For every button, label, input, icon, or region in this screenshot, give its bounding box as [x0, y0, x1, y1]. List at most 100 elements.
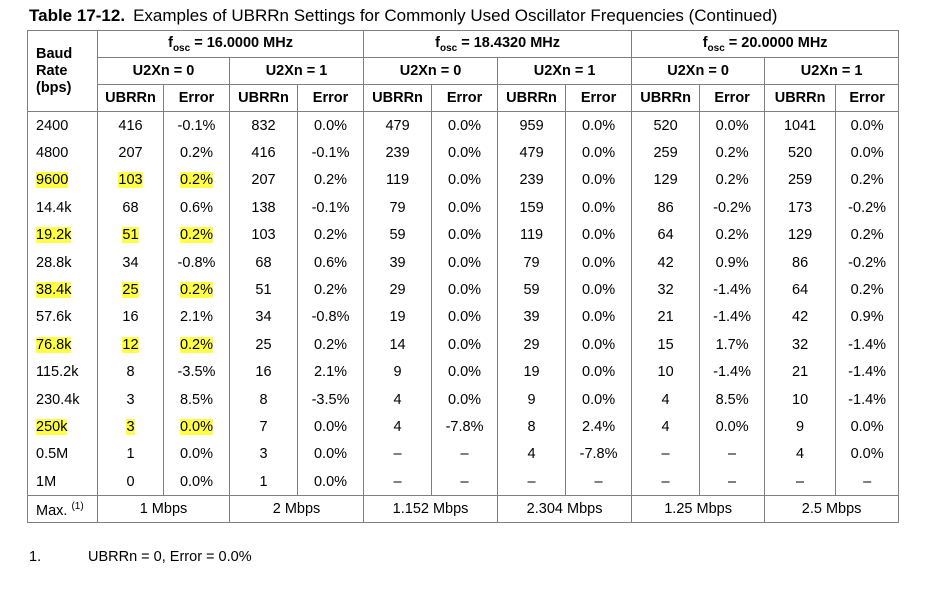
error-cell: -0.8% [163, 248, 230, 277]
error-cell: 0.0% [431, 385, 499, 414]
baud-cell: 28.8k [27, 248, 98, 277]
error-column-header: Error [565, 84, 633, 112]
baud-cell: 38.4k [27, 276, 98, 304]
error-cell: 0.2% [835, 166, 900, 195]
ubrr-cell: 32 [764, 331, 837, 359]
table-number: Table 17-12. [29, 6, 126, 25]
error-cell: 0.0% [431, 111, 499, 140]
error-column-header: Error [163, 84, 230, 112]
footnote-text: UBRRn = 0, Error = 0.0% [88, 549, 252, 565]
error-cell: -0.8% [296, 303, 365, 332]
error-cell: 8.5% [163, 385, 230, 414]
error-cell: -1.4% [835, 358, 900, 386]
ubrr-cell: 479 [497, 139, 567, 167]
mode-header: U2Xn = 0 [97, 57, 230, 85]
error-cell: 0.0% [699, 413, 766, 441]
error-cell: 0.9% [835, 303, 900, 332]
ubrr-cell: 832 [229, 111, 298, 140]
ubrr-cell: 138 [229, 194, 298, 222]
freq-header-16mhz: fosc = 16.0000 MHz [96, 30, 365, 58]
error-cell: – [835, 468, 900, 496]
table-title: Examples of UBRRn Settings for Commonly … [133, 6, 778, 25]
ubrr-cell: 207 [229, 166, 298, 195]
error-cell: -3.5% [163, 358, 230, 386]
error-cell: 0.9% [699, 248, 766, 277]
ubrr-cell: 239 [363, 139, 433, 167]
ubrr-cell: – [631, 440, 701, 469]
mode-header: U2Xn = 0 [631, 57, 766, 85]
error-cell: -0.2% [835, 248, 900, 277]
error-cell: 0.0% [565, 358, 633, 386]
ubrr-cell: 479 [363, 111, 433, 140]
error-cell: 0.0% [565, 139, 633, 167]
ubrr-cell: 79 [497, 248, 567, 277]
error-cell: 0.0% [163, 440, 230, 469]
error-cell: 0.0% [431, 139, 499, 167]
ubrr-cell: 103 [97, 166, 164, 195]
ubrr-cell: 19 [497, 358, 567, 386]
ubrr-cell: 32 [631, 276, 701, 304]
ubrr-cell: 4 [363, 413, 433, 441]
ubrr-cell: 520 [631, 111, 701, 140]
ubrr-cell: 159 [497, 194, 567, 222]
table-row: 1M 0 0.0% 1 0.0% – – – – – – – – [27, 468, 900, 496]
ubrr-cell: 1 [229, 468, 298, 496]
ubrr-cell: 959 [497, 111, 567, 140]
error-cell: 0.6% [163, 194, 230, 222]
ubrr-cell: 21 [631, 303, 701, 332]
error-cell: 8.5% [699, 385, 766, 414]
table-row: 4800 207 0.2% 416 -0.1% 239 0.0% 479 0.0% 259 0.2%… [27, 139, 900, 167]
error-cell: -7.8% [565, 440, 633, 469]
baud-cell: 9600 [27, 166, 98, 195]
error-cell: 0.0% [431, 358, 499, 386]
error-cell: -1.4% [835, 385, 900, 414]
table-row: 230.4k 3 8.5% 8 -3.5% 4 0.0% 9 0.0% 4 8.5% 10 -1.4% [27, 385, 900, 414]
ubrr-cell: 25 [229, 331, 298, 359]
error-cell: 0.0% [835, 413, 900, 441]
mode-header: U2Xn = 1 [764, 57, 900, 85]
error-cell: 0.2% [296, 276, 365, 304]
error-cell: 0.0% [565, 166, 633, 195]
ubrr-cell: 119 [363, 166, 433, 195]
ubrr-cell: 103 [229, 221, 298, 249]
error-cell: 0.2% [163, 221, 230, 249]
ubrr-cell: 8 [229, 385, 298, 414]
table-row: 28.8k 34 -0.8% 68 0.6% 39 0.0% 79 0.0% 42 0.9% 86 -0… [27, 248, 900, 277]
ubrr-cell: 207 [97, 139, 164, 167]
ubrr-cell: 0 [97, 468, 164, 496]
error-cell: 0.0% [431, 303, 499, 332]
baud-cell: 2400 [27, 111, 98, 140]
error-cell: 0.0% [296, 468, 365, 496]
ubrr-cell: 86 [764, 248, 837, 277]
error-cell: 2.1% [163, 303, 230, 332]
error-column-header: Error [431, 84, 499, 112]
error-cell: 0.2% [163, 331, 230, 359]
baud-cell: 1M [27, 468, 98, 496]
ubrr-cell: 4 [631, 413, 701, 441]
error-cell: -3.5% [296, 385, 365, 414]
ubrr-cell: 4 [497, 440, 567, 469]
ubrr-cell: 64 [631, 221, 701, 249]
error-cell: 0.2% [699, 139, 766, 167]
baud-rate-header: Baud Rate (bps) [27, 30, 98, 112]
error-cell: -0.2% [835, 194, 900, 222]
error-cell: 1.7% [699, 331, 766, 359]
baud-cell: 230.4k [27, 385, 98, 414]
error-cell: – [699, 440, 766, 469]
max-label-cell: Max. (1) [27, 495, 98, 524]
error-cell: -0.1% [296, 139, 365, 167]
ubrr-cell: 29 [363, 276, 433, 304]
ubrr-cell: 86 [631, 194, 701, 222]
ubrr-cell: 34 [97, 248, 164, 277]
baud-cell: 19.2k [27, 221, 98, 249]
ubrr-cell: 68 [97, 194, 164, 222]
ubrr-cell: 416 [97, 111, 164, 140]
ubrr-cell: 29 [497, 331, 567, 359]
error-cell: -1.4% [835, 331, 900, 359]
ubrr-cell: 8 [97, 358, 164, 386]
max-rate-cell: 2.5 Mbps [764, 495, 900, 524]
baud-cell: 0.5M [27, 440, 98, 469]
error-cell: 0.0% [835, 139, 900, 167]
table-row: 0.5M 1 0.0% 3 0.0% – –4 -7.8% – –4 0.0% [27, 440, 900, 469]
error-cell: 0.0% [565, 194, 633, 222]
